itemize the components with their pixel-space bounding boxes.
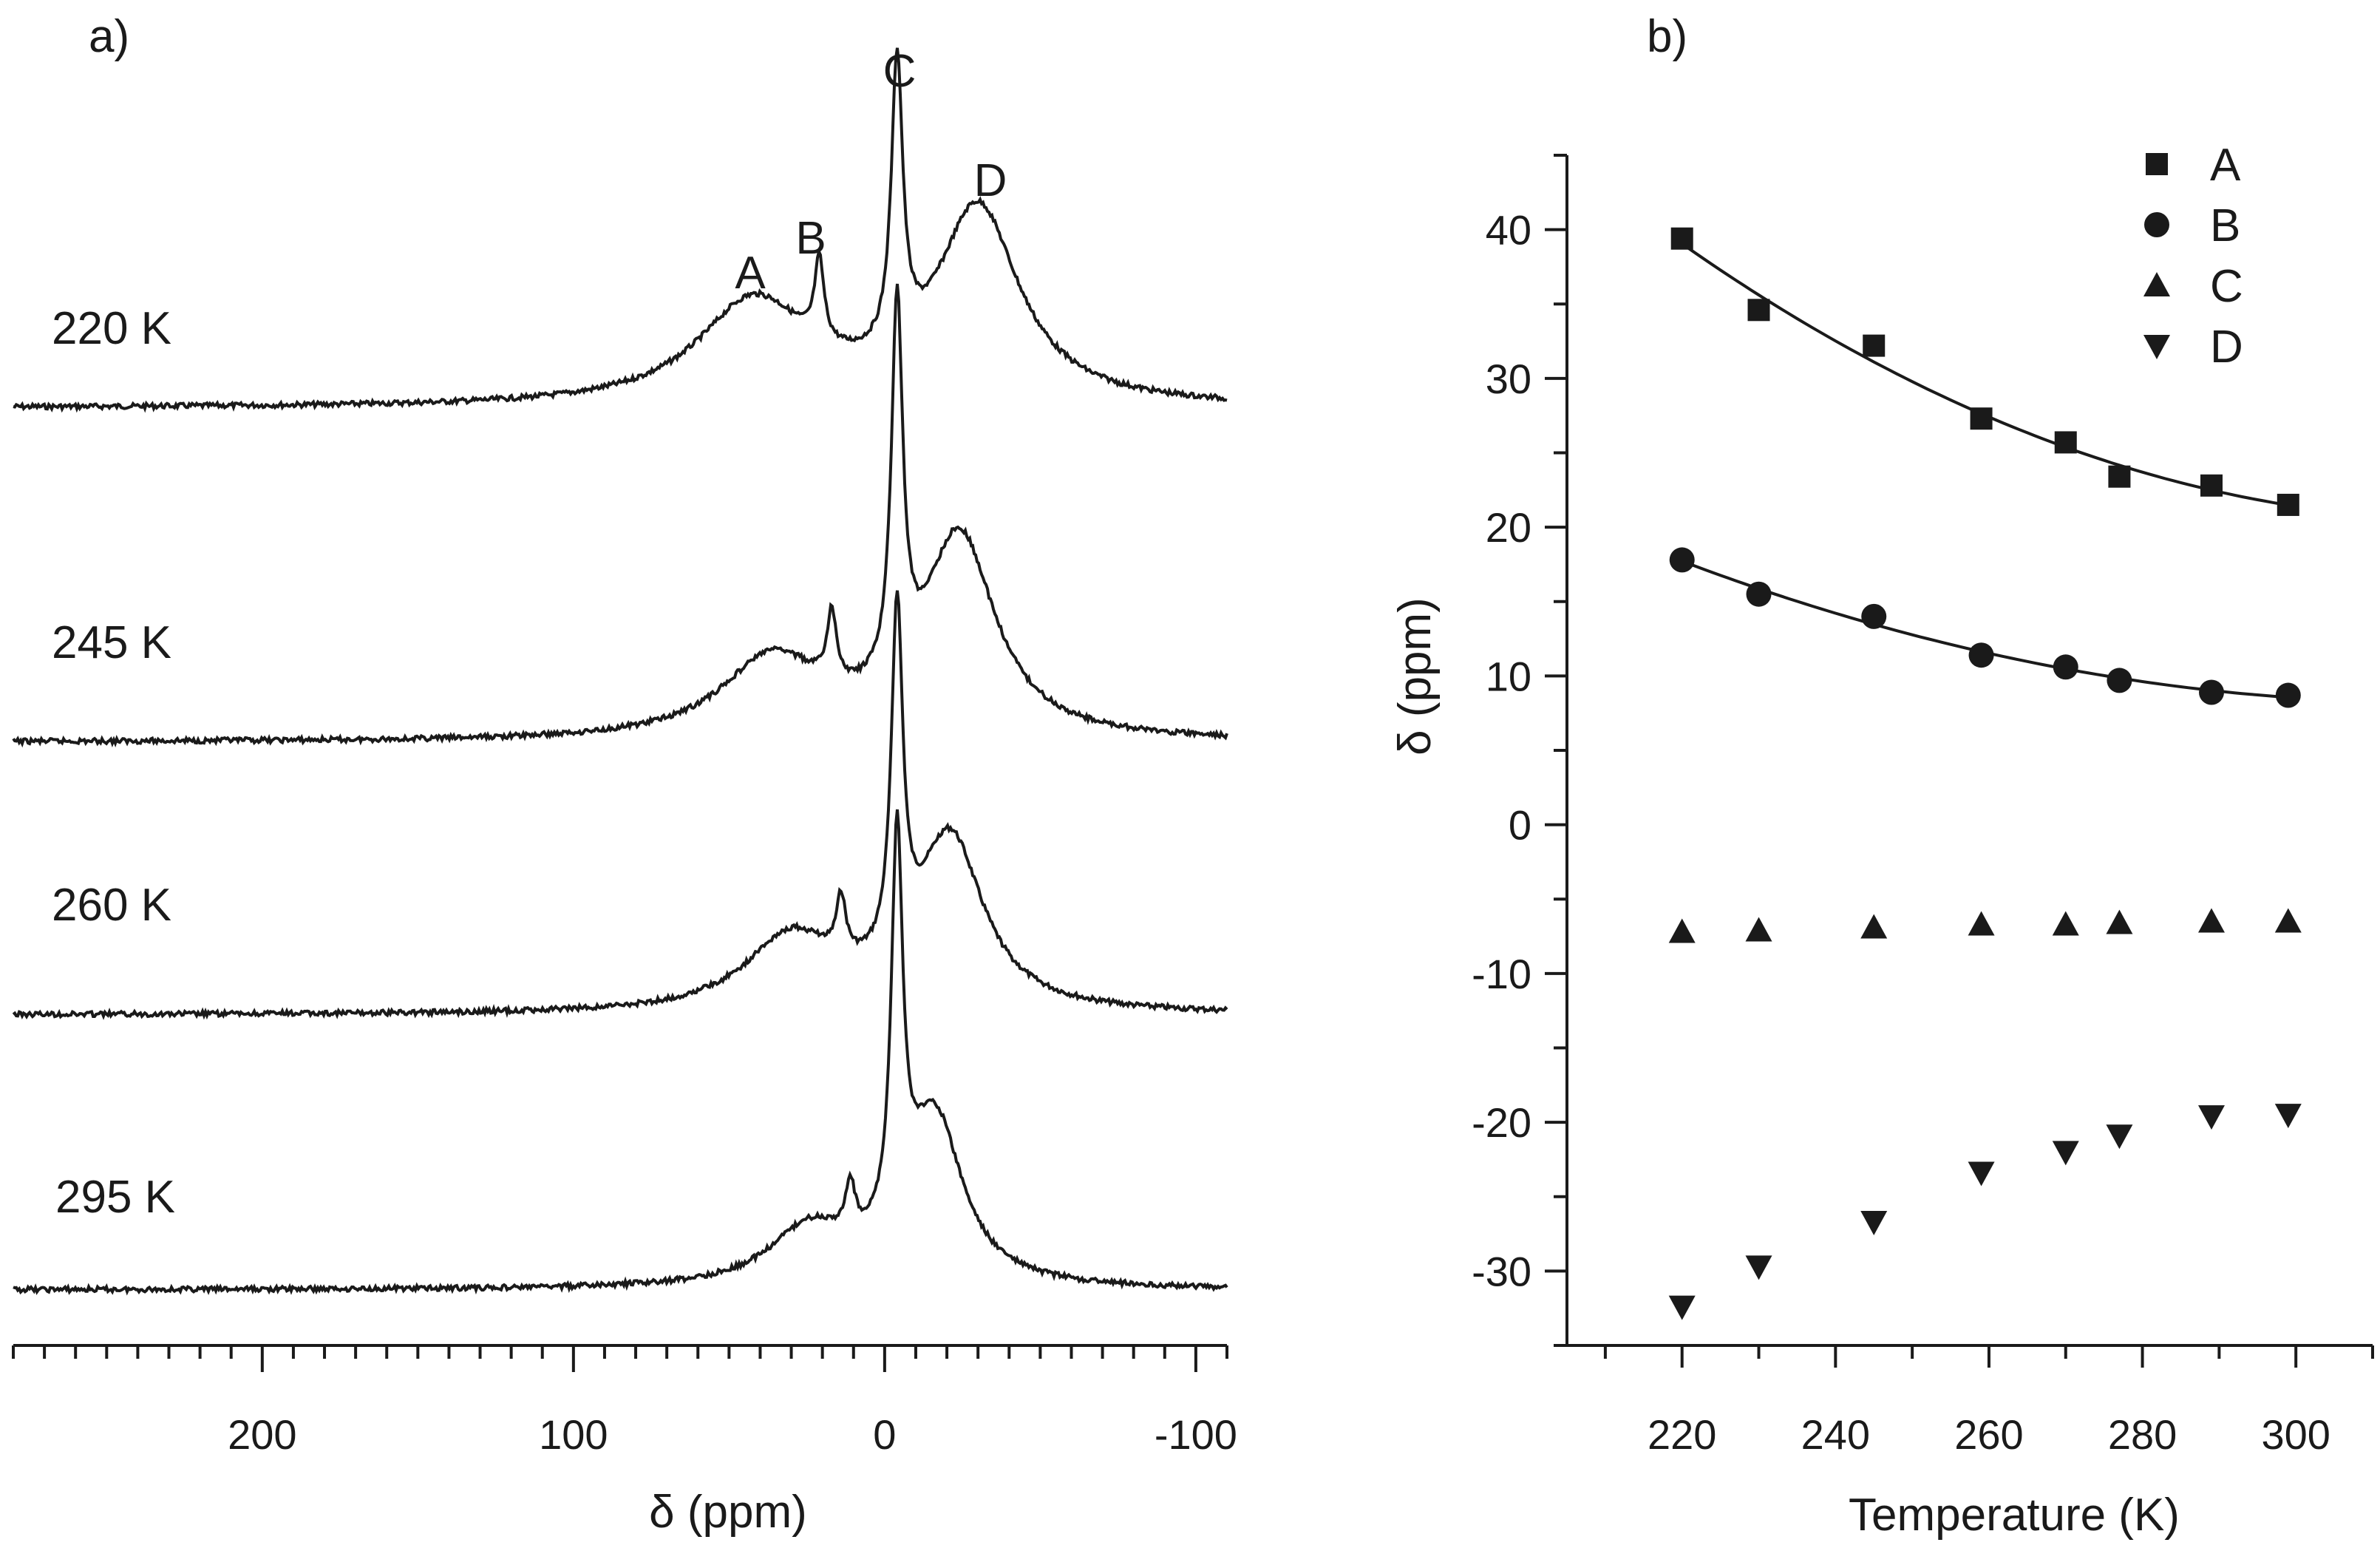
temperature-label: 260 K [52,880,171,931]
point-c [1668,918,1696,943]
point-c [2106,909,2133,934]
legend-marker-c [2143,272,2170,296]
legend-marker-a [2146,153,2168,175]
point-a [2108,465,2131,488]
point-b [1746,581,1772,607]
legend-marker-d [2143,335,2170,359]
point-a [2277,493,2299,516]
x-tick-label: 100 [539,1411,608,1458]
panel-b-axes: 40 30 20 10 0 -10 -20 -30 220 240 260 280 300 [1472,154,2374,1458]
x-tick-label: 280 [2108,1411,2177,1458]
fit-curve-b [1681,560,2288,699]
point-d [1668,1295,1696,1320]
y-tick-label: -20 [1472,1099,1531,1146]
point-b [2275,682,2301,708]
point-d [1968,1161,1995,1187]
x-tick-label: 220 [1648,1411,1716,1458]
point-b [2199,679,2224,705]
x-tick-label: 260 [1954,1411,2023,1458]
point-c [2274,908,2302,933]
y-tick-label: 0 [1509,802,1531,849]
point-b [2107,668,2132,693]
peak-labels: AB C D [735,46,1007,299]
point-b [1968,642,1994,668]
panel-b-scatter: b) 40 30 20 10 0 -10 -20 -30 220 240 260 280 300 ABC… [1390,11,2374,1541]
x-tick-label: 0 [873,1411,896,1458]
point-d [2198,1105,2225,1130]
point-d [2106,1124,2133,1150]
point-a [2200,474,2223,497]
spectrum-220k [13,47,1228,413]
y-tick-label: 30 [1486,356,1531,402]
peak-label-b: B [795,213,826,264]
temperature-label: 220 K [52,303,171,354]
point-a [1670,227,1693,250]
panel-a-x-axis-title: δ (ppm) [649,1487,807,1538]
x-tick-label: 200 [228,1411,296,1458]
legend-label-d: D [2210,322,2243,373]
point-a [1747,299,1770,322]
point-c [2052,911,2079,936]
legend-label-c: C [2210,261,2243,312]
point-a [1970,407,1993,430]
legend-marker-b [2144,212,2169,237]
point-b [2053,654,2078,680]
point-a [1863,334,1886,357]
y-tick-label: 40 [1486,207,1531,254]
point-c [1745,917,1772,942]
point-d [1745,1255,1772,1280]
legend-label-a: A [2210,140,2241,191]
y-tick-label: 10 [1486,653,1531,699]
fit-curve-a [1681,242,2289,507]
x-tick-label: 240 [1801,1411,1870,1458]
panel-b-y-axis-title: δ (ppm) [1390,597,1441,756]
spectrum-260k [12,590,1228,1020]
spectrum-295k [13,809,1228,1296]
spectra-traces [12,47,1228,1296]
point-a [2054,431,2077,454]
point-d [2052,1141,2079,1166]
temperature-label: 295 K [55,1172,175,1223]
point-d [2274,1104,2302,1129]
y-tick-label: -10 [1472,951,1531,997]
y-tick-label: 20 [1486,504,1531,551]
x-tick-label: 300 [2261,1411,2330,1458]
spectrum-245k [12,283,1228,748]
fit-curves [1681,242,2289,699]
temperature-label: 245 K [52,617,171,668]
peak-label-d: D [974,155,1007,206]
point-c [1860,914,1888,939]
point-c [2198,908,2225,933]
peak-label-a: A [735,248,766,299]
legend-label-b: B [2210,200,2240,251]
peak-label-c: C [883,46,917,97]
panel-b-label: b) [1647,11,1687,62]
panel-a-x-axis: 200 100 0 -100 [12,1344,1237,1458]
data-points [1668,227,2302,1320]
x-tick-label: -100 [1155,1411,1237,1458]
panel-a-label: a) [89,11,129,62]
y-tick-label: -30 [1472,1248,1531,1294]
point-b [1669,547,1695,573]
temperature-labels: 220 K 245 K 260 K 295 K [52,303,175,1223]
point-c [1968,911,1995,936]
point-b [1861,603,1887,629]
point-d [1860,1210,1888,1235]
panel-b-x-axis-title: Temperature (K) [1849,1490,2180,1541]
panel-a-spectra: a) 220 K 245 K 260 K 295 K AB C D 200 100 0 -100… [12,11,1237,1538]
